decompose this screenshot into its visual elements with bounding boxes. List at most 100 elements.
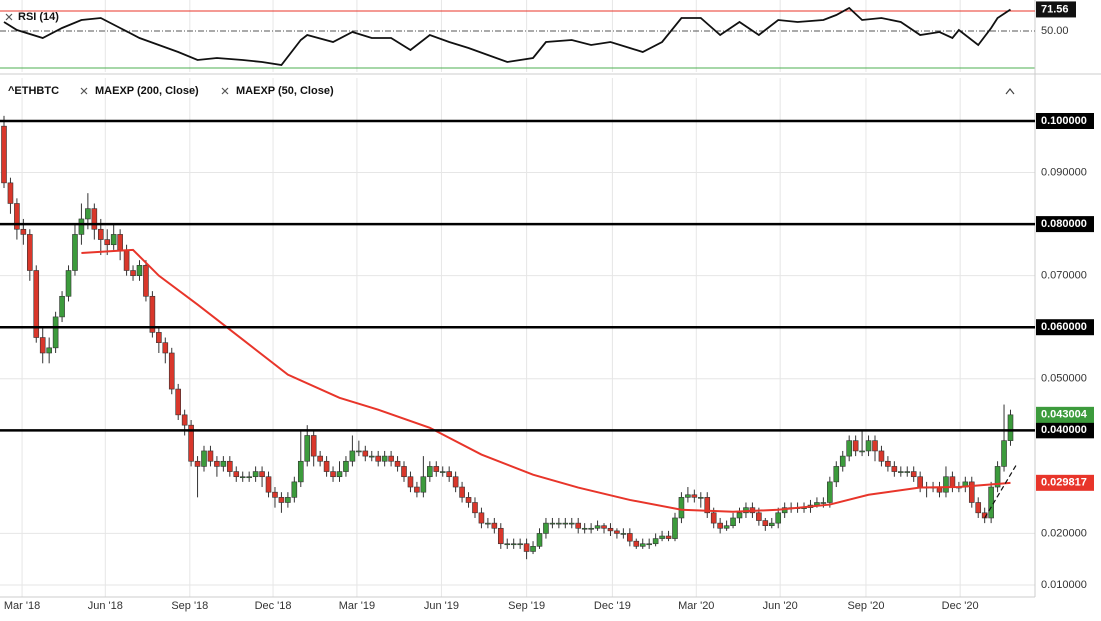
- candle-body: [575, 522, 582, 529]
- candle-body: [310, 435, 317, 457]
- candle-body: [246, 476, 252, 479]
- candle-body: [691, 494, 698, 498]
- candle-body: [846, 440, 852, 457]
- candle-body: [768, 522, 775, 526]
- candle-body: [336, 471, 343, 478]
- candle-body: [665, 535, 672, 539]
- level-label-box: [1036, 216, 1094, 233]
- rsi-title: RSI (14): [18, 11, 59, 23]
- candle-body: [452, 476, 459, 488]
- level-label-box: [1036, 112, 1094, 129]
- candle-body: [123, 249, 130, 271]
- rsi-value-box: [1036, 1, 1076, 18]
- candle-body: [72, 234, 78, 271]
- rsi-tick-label: 50.00: [1041, 25, 1069, 37]
- x-tick-label: Mar '20: [678, 600, 714, 612]
- candle-body: [736, 512, 743, 519]
- close-icon[interactable]: [221, 87, 229, 95]
- x-tick-label: Dec '18: [255, 600, 292, 612]
- candle-body: [104, 239, 111, 246]
- candle-body: [259, 471, 265, 478]
- level-label: 0.060000: [1041, 321, 1087, 333]
- candle-body: [652, 538, 659, 545]
- candle-body: [401, 466, 407, 478]
- candle-body: [885, 460, 891, 467]
- candle-body: [130, 270, 136, 276]
- candle-body: [285, 497, 291, 503]
- candle-body: [265, 476, 272, 493]
- last-price-box: [1036, 406, 1094, 423]
- candle-body: [27, 234, 33, 271]
- candle-body: [7, 182, 14, 204]
- candle-body: [949, 476, 956, 488]
- candle-body: [297, 460, 304, 483]
- candle-body: [523, 543, 530, 552]
- candle-body: [601, 525, 607, 529]
- candle-body: [517, 543, 523, 546]
- candle-body: [549, 522, 556, 525]
- candle-body: [143, 265, 149, 297]
- candle-body: [917, 476, 923, 488]
- x-tick-label: Jun '20: [763, 600, 798, 612]
- candle-body: [820, 502, 827, 504]
- candle-body: [620, 533, 627, 535]
- candle-body: [859, 450, 865, 453]
- legend: ^ETHBTC MAEXP (200, Close) MAEXP (50, Cl…: [8, 85, 1015, 97]
- rsi-value-label: 71.56: [1041, 3, 1069, 15]
- candle-body: [633, 540, 640, 547]
- rsi-header: RSI (14): [5, 11, 59, 23]
- candle-body: [459, 486, 465, 498]
- candle-body: [381, 455, 388, 462]
- candle-body: [878, 450, 885, 462]
- candle-body: [233, 471, 240, 478]
- close-icon[interactable]: [5, 13, 13, 21]
- candle-body: [407, 476, 414, 488]
- candle-body: [59, 295, 65, 318]
- candle-body: [323, 460, 330, 472]
- candle-body: [833, 466, 840, 483]
- candle-body: [762, 520, 769, 527]
- candle-body: [14, 203, 20, 230]
- collapse-button[interactable]: [1005, 88, 1015, 95]
- y-tick-label: 0.050000: [1041, 373, 1087, 385]
- candle-body: [614, 530, 620, 534]
- candle-body: [536, 533, 543, 547]
- candle-body: [697, 497, 704, 499]
- candle-body: [723, 525, 730, 529]
- candle-body: [872, 440, 878, 452]
- x-tick-label: Jun '19: [424, 600, 459, 612]
- x-tick-label: Sep '20: [847, 600, 884, 612]
- candle-body: [672, 517, 678, 539]
- candle-body: [730, 517, 736, 526]
- candle-body: [497, 527, 504, 545]
- candle-body: [362, 450, 369, 457]
- x-tick-label: Sep '18: [171, 600, 208, 612]
- candle-body: [330, 471, 336, 478]
- candle-body: [891, 466, 898, 472]
- candle-body: [304, 435, 311, 462]
- y-tick-label: 0.010000: [1041, 579, 1087, 591]
- candle-body: [220, 460, 227, 467]
- candle-body: [556, 522, 562, 525]
- trendline: [984, 463, 1018, 519]
- candle-body: [388, 455, 394, 462]
- candle-body: [510, 543, 517, 546]
- candle-body: [78, 218, 85, 235]
- x-tick-label: Jun '18: [88, 600, 123, 612]
- candle-body: [291, 481, 298, 498]
- candle-body: [994, 466, 1001, 488]
- candle-body: [207, 450, 214, 462]
- candle-body: [704, 497, 711, 514]
- rsi-line: [3, 6, 1011, 66]
- candle-body: [904, 471, 911, 473]
- legend-item: MAEXP (50, Close): [236, 85, 334, 97]
- candle-body: [201, 450, 207, 467]
- x-tick-label: Dec '19: [594, 600, 631, 612]
- candle-body: [478, 512, 485, 524]
- candle-body: [239, 476, 246, 479]
- candle-body: [91, 208, 98, 230]
- candle-body: [839, 455, 846, 467]
- close-icon[interactable]: [80, 87, 88, 95]
- candle-body: [394, 460, 401, 467]
